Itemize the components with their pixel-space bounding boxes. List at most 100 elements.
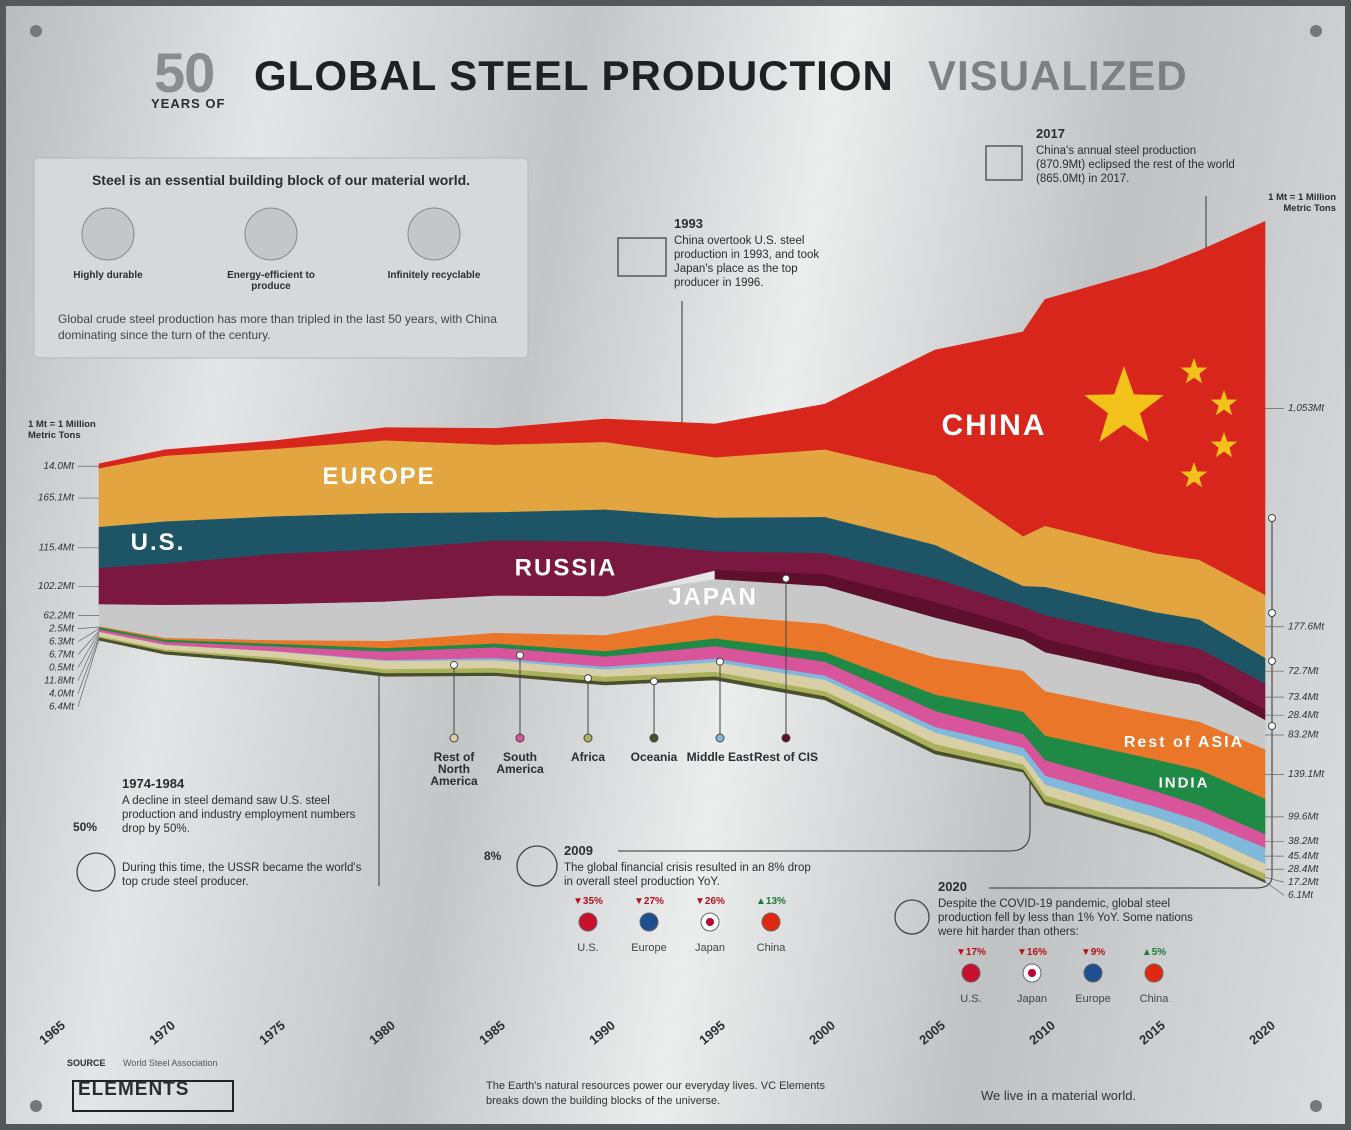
- stem-end: [583, 733, 593, 743]
- screw: [30, 25, 42, 37]
- x-tick-label: 1995: [696, 1018, 728, 1048]
- x-tick-label: 2000: [806, 1018, 838, 1048]
- leader-line: [77, 628, 100, 642]
- screw: [1310, 25, 1322, 37]
- stat-label: China: [756, 942, 786, 954]
- flag-dot: [1028, 969, 1036, 977]
- globe-icon: [516, 845, 558, 887]
- callout-dot: [1268, 609, 1276, 617]
- info-heading: Steel is an essential building block of …: [91, 172, 471, 188]
- annotation-text: China's annual steel production (870.9Mt…: [1036, 145, 1235, 185]
- x-tick-label: 1985: [476, 1018, 508, 1048]
- stat-change: ▼26%: [695, 896, 725, 907]
- chart-icon: [985, 145, 1023, 181]
- value-label: 72.7Mt: [1288, 666, 1320, 677]
- stem-dot: [516, 651, 524, 660]
- unit-note: 1 Mt = 1 Million Metric Tons: [1268, 192, 1336, 214]
- stat-label: China: [1139, 993, 1169, 1005]
- ussr-icon: [76, 852, 116, 892]
- stat-change: ▼27%: [634, 896, 664, 907]
- header-number: 50: [154, 41, 215, 104]
- stat-change: ▲5%: [1141, 947, 1167, 958]
- stem-dot: [782, 574, 790, 583]
- value-label: 165.1Mt: [38, 493, 75, 504]
- annotation-title: 1993: [674, 216, 703, 231]
- star: [1180, 358, 1208, 384]
- feature: Highly durable: [73, 270, 143, 281]
- annotation-text: Despite the COVID-19 pandemic, global st…: [938, 898, 1193, 938]
- annotation-text: A decline in steel demand saw U.S. steel…: [122, 795, 356, 835]
- value-label: 6.4Mt: [49, 701, 75, 712]
- stat-change: ▼17%: [956, 947, 986, 958]
- x-tick-label: 2010: [1026, 1018, 1058, 1048]
- series-label: Rest of North America: [430, 750, 478, 788]
- callout-line: [618, 476, 1031, 852]
- value-label: 4.0Mt: [49, 688, 75, 699]
- x-tick-label: 2005: [916, 1018, 948, 1048]
- feature: Infinitely recyclable: [387, 270, 481, 281]
- stem-end: [649, 733, 659, 743]
- annotation-title: 2009: [564, 843, 593, 858]
- star: [1084, 366, 1164, 442]
- series-label: EUROPE: [322, 463, 435, 490]
- star: [1210, 432, 1238, 458]
- source-label: SOURCE: [67, 1058, 106, 1068]
- leader-line: [1264, 877, 1285, 883]
- screws: [30, 25, 1322, 1112]
- series-label: Africa: [570, 750, 605, 764]
- callout-dot: [1268, 657, 1276, 665]
- tagline: The Earth's natural resources power our …: [486, 1080, 825, 1107]
- stat-change: ▼16%: [1017, 947, 1047, 958]
- stem-end: [781, 733, 791, 743]
- value-label: 14.0Mt: [43, 461, 75, 472]
- annotation-text: China overtook U.S. steel production in …: [674, 235, 820, 289]
- info-text: Global crude steel production has more t…: [58, 312, 497, 342]
- series-label: South America: [496, 750, 544, 776]
- annotation-icons: [76, 145, 1023, 935]
- value-label: 0.5Mt: [49, 662, 75, 673]
- series-label: Oceania: [630, 750, 678, 764]
- leader-line: [77, 638, 100, 707]
- x-tick-label: 1990: [586, 1018, 618, 1048]
- value-label: 62.2Mt: [43, 610, 75, 621]
- series-label: Rest of CIS: [753, 750, 818, 764]
- stat-label: U.S.: [577, 942, 599, 954]
- flag: [761, 912, 781, 932]
- screw: [30, 1100, 42, 1112]
- value-label: 6.3Mt: [49, 636, 75, 647]
- value-label: 73.4Mt: [1288, 692, 1320, 703]
- leader-line: [77, 634, 100, 681]
- annotation-title: 2020: [938, 879, 967, 894]
- stat-change: ▲13%: [756, 896, 786, 907]
- value-label: 83.2Mt: [1288, 730, 1320, 741]
- stat-label: Europe: [1075, 993, 1111, 1005]
- annotation-text: The global financial crisis resulted in …: [564, 862, 811, 888]
- stat-label: Japan: [695, 942, 725, 954]
- screw: [1310, 1100, 1322, 1112]
- value-label: 6.1Mt: [1288, 890, 1314, 901]
- value-label: 115.4Mt: [39, 542, 76, 553]
- stem-dot: [716, 657, 724, 666]
- stem-dot: [584, 674, 592, 683]
- value-label: 28.4Mt: [1287, 710, 1320, 721]
- feature: Energy-efficient to produce: [227, 270, 315, 292]
- value-label: 38.2Mt: [1288, 836, 1320, 847]
- flag: [1083, 963, 1103, 983]
- flag: [961, 963, 981, 983]
- annotation-title: 1974-1984: [122, 776, 185, 791]
- series-label: INDIA: [1159, 775, 1210, 792]
- annotation-badge: 50%: [73, 820, 98, 834]
- value-label: 17.2Mt: [1288, 877, 1320, 888]
- stat-label: Europe: [631, 942, 667, 954]
- icon: [81, 207, 135, 261]
- callout-dot: [1268, 514, 1276, 522]
- annotation-title: 2017: [1036, 126, 1065, 141]
- header-accent: VISUALIZED: [928, 52, 1188, 99]
- leader-line: [77, 630, 100, 655]
- stem-dot: [450, 660, 458, 669]
- info-icons: [81, 207, 461, 261]
- stat-label: U.S.: [960, 993, 982, 1005]
- source: World Steel Association: [123, 1058, 218, 1068]
- series-label: Middle East: [686, 750, 754, 764]
